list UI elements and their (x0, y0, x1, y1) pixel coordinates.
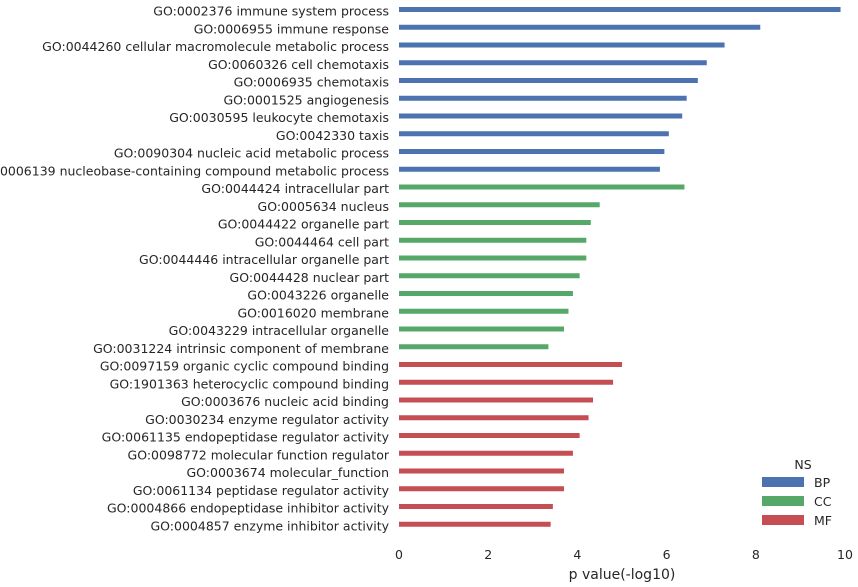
category-label: GO:0044424 intracellular part (201, 181, 389, 196)
bar (399, 95, 687, 101)
legend-swatch (762, 515, 804, 525)
category-label: GO:0005634 nucleus (258, 199, 389, 214)
bar (399, 273, 580, 279)
category-label: GO:0004866 endopeptidase inhibitor activ… (107, 501, 390, 516)
category-label: GO:0006955 immune response (194, 21, 390, 36)
legend-title: NS (794, 457, 811, 472)
x-tick-label: 8 (752, 547, 760, 562)
bar (399, 42, 725, 48)
x-tick-label: 6 (663, 547, 671, 562)
category-label: GO:0006935 chemotaxis (234, 75, 389, 90)
bar (399, 220, 591, 225)
bar (399, 24, 761, 30)
category-label: GO:0090304 nucleic acid metabolic proces… (114, 146, 389, 161)
bar (399, 379, 614, 385)
x-tick-label: 4 (573, 547, 581, 562)
bar (399, 521, 551, 527)
category-label: GO:0097159 organic cyclic compound bindi… (100, 359, 389, 374)
x-tick-label: 2 (484, 547, 492, 562)
x-axis-ticks: 0 2 4 6 8 10 (395, 547, 853, 562)
bar (399, 149, 665, 154)
legend-swatch (762, 496, 804, 506)
bar (399, 504, 553, 509)
bar (399, 291, 573, 296)
category-label: GO:0044422 organelle part (218, 217, 389, 232)
bar (399, 184, 685, 190)
bar (399, 60, 707, 66)
bar (399, 468, 565, 474)
category-label: GO:0044260 cellular macromolecule metabo… (42, 39, 389, 54)
legend: NS BP CC MF (762, 457, 832, 528)
bar (399, 131, 669, 137)
bar (399, 113, 683, 119)
bar (399, 397, 594, 403)
category-label: GO:0043226 organelle (247, 288, 389, 303)
bar (399, 202, 600, 208)
category-label: GO:0030595 leukocyte chemotaxis (169, 110, 389, 125)
legend-swatch (762, 477, 804, 487)
category-label: GO:0043229 intracellular organelle (169, 323, 390, 338)
legend-label: BP (814, 475, 831, 490)
category-label: GO:0042330 taxis (276, 128, 389, 143)
x-axis-title: p value(-log10) (569, 567, 676, 583)
bar (399, 166, 660, 172)
bar (399, 255, 587, 261)
category-label: GO:0006139 nucleobase-containing compoun… (0, 163, 389, 178)
bar (399, 344, 549, 350)
category-label: GO:0004857 enzyme inhibitor activity (150, 518, 389, 533)
bar (399, 450, 573, 456)
category-label: GO:0016020 membrane (237, 305, 389, 320)
bars-group (399, 7, 841, 527)
category-label: GO:0002376 immune system process (153, 4, 389, 19)
bar (399, 326, 565, 332)
category-label: GO:0098772 molecular function regulator (128, 447, 390, 462)
category-label: GO:0044446 intracellular organelle part (139, 252, 389, 267)
bar (399, 7, 841, 12)
bar (399, 237, 587, 243)
category-label: GO:1901363 heterocyclic compound binding (110, 376, 389, 391)
category-label: GO:0060326 cell chemotaxis (208, 57, 389, 72)
bar (399, 362, 622, 367)
category-label: GO:0044464 cell part (255, 234, 389, 249)
bar (399, 78, 698, 83)
bar (399, 486, 565, 492)
category-label: GO:0030234 enzyme regulator activity (145, 412, 389, 427)
legend-label: MF (814, 513, 832, 528)
category-label: GO:0003676 nucleic acid binding (181, 394, 389, 409)
category-label: GO:0061135 endopeptidase regulator activ… (102, 430, 390, 445)
bar (399, 308, 569, 314)
category-label: GO:0061134 peptidase regulator activity (133, 483, 390, 498)
x-tick-label: 0 (395, 547, 403, 562)
category-label: GO:0044428 nuclear part (230, 270, 390, 285)
category-labels: GO:0002376 immune system process GO:00069… (0, 4, 390, 534)
legend-label: CC (814, 494, 832, 509)
category-label: GO:0031224 intrinsic component of membra… (93, 341, 389, 356)
category-label: GO:0001525 angiogenesis (223, 92, 389, 107)
category-label: GO:0003674 molecular_function (186, 465, 389, 480)
bar (399, 415, 589, 421)
bar (399, 433, 580, 438)
x-tick-label: 10 (837, 547, 853, 562)
